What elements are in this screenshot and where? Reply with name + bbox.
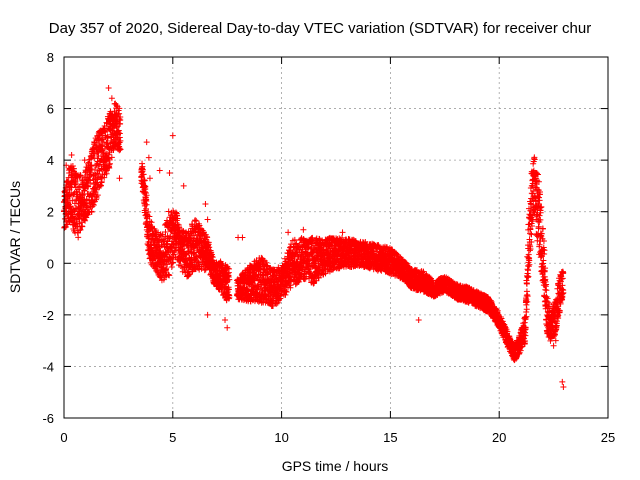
x-tick-label: 25 (601, 430, 615, 445)
data-point (103, 119, 110, 126)
data-point (93, 195, 100, 202)
x-tick-label: 0 (60, 430, 67, 445)
data-point (100, 139, 107, 146)
data-point (94, 158, 101, 165)
data-point (82, 217, 89, 224)
data-points (60, 84, 567, 391)
x-tick-label: 5 (169, 430, 176, 445)
data-point (115, 127, 122, 134)
data-point (89, 192, 96, 199)
data-point (87, 177, 94, 184)
x-tick-label: 15 (383, 430, 397, 445)
data-point (76, 189, 83, 196)
data-point (96, 132, 103, 139)
y-tick-label: 8 (47, 50, 54, 65)
x-tick-label: 20 (492, 430, 506, 445)
data-point (69, 163, 76, 170)
data-point (108, 154, 115, 161)
y-tick-label: 2 (47, 205, 54, 220)
data-point (90, 202, 97, 209)
data-point (61, 215, 68, 222)
data-point (105, 151, 112, 158)
y-tick-label: 4 (47, 153, 54, 168)
x-tick-label: 10 (274, 430, 288, 445)
data-point (67, 203, 74, 210)
data-point (94, 192, 101, 199)
data-point (77, 172, 84, 179)
data-point (104, 135, 111, 142)
data-point (113, 102, 120, 109)
y-tick-label: 6 (47, 102, 54, 117)
data-point (76, 227, 83, 234)
data-point (66, 192, 73, 199)
data-point (88, 209, 95, 216)
data-point (88, 162, 95, 169)
data-point (77, 226, 84, 233)
data-point (71, 200, 78, 207)
chart-title: Day 357 of 2020, Sidereal Day-to-day VTE… (49, 20, 591, 37)
y-tick-label: 0 (47, 256, 54, 271)
data-point (106, 160, 113, 167)
data-point (70, 219, 77, 226)
data-point (93, 186, 100, 193)
data-point (79, 223, 86, 230)
data-point (110, 147, 117, 154)
y-tick-label: -6 (42, 411, 54, 426)
tick-labels: 0 5 10 15 20 25 -6 -4 -2 0 2 4 6 8 (42, 50, 615, 445)
data-point (72, 180, 79, 187)
y-tick-label: -2 (42, 308, 54, 323)
y-tick-label: -4 (42, 359, 54, 374)
data-point (83, 214, 90, 221)
data-point (81, 187, 88, 194)
data-point (85, 183, 92, 190)
